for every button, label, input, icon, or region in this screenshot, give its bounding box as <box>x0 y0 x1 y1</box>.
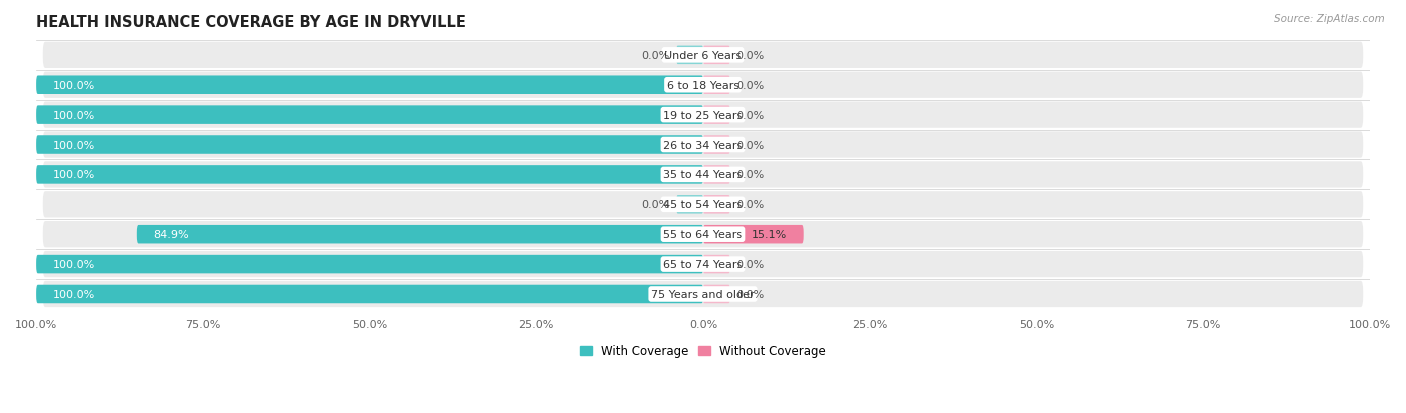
Text: 0.0%: 0.0% <box>737 289 765 299</box>
FancyBboxPatch shape <box>703 136 730 154</box>
Text: 0.0%: 0.0% <box>641 51 669 61</box>
Text: 19 to 25 Years: 19 to 25 Years <box>664 110 742 120</box>
FancyBboxPatch shape <box>42 132 1364 158</box>
Text: 100.0%: 100.0% <box>53 289 96 299</box>
FancyBboxPatch shape <box>37 76 703 95</box>
FancyBboxPatch shape <box>42 192 1364 218</box>
Text: 84.9%: 84.9% <box>153 230 190 240</box>
Text: 35 to 44 Years: 35 to 44 Years <box>664 170 742 180</box>
Text: HEALTH INSURANCE COVERAGE BY AGE IN DRYVILLE: HEALTH INSURANCE COVERAGE BY AGE IN DRYV… <box>37 15 465 30</box>
Text: 26 to 34 Years: 26 to 34 Years <box>664 140 742 150</box>
FancyBboxPatch shape <box>703 166 730 184</box>
FancyBboxPatch shape <box>37 136 703 154</box>
FancyBboxPatch shape <box>37 166 703 184</box>
FancyBboxPatch shape <box>703 76 730 95</box>
Text: 0.0%: 0.0% <box>737 170 765 180</box>
FancyBboxPatch shape <box>37 106 703 125</box>
Text: 100.0%: 100.0% <box>53 140 96 150</box>
Text: 0.0%: 0.0% <box>737 81 765 90</box>
FancyBboxPatch shape <box>42 102 1364 128</box>
Text: 100.0%: 100.0% <box>53 259 96 269</box>
Text: 100.0%: 100.0% <box>53 170 96 180</box>
FancyBboxPatch shape <box>42 281 1364 307</box>
FancyBboxPatch shape <box>703 106 730 125</box>
FancyBboxPatch shape <box>42 43 1364 69</box>
Text: 75 Years and older: 75 Years and older <box>651 289 755 299</box>
Text: 0.0%: 0.0% <box>737 140 765 150</box>
FancyBboxPatch shape <box>676 46 703 65</box>
Text: 65 to 74 Years: 65 to 74 Years <box>664 259 742 269</box>
Text: Under 6 Years: Under 6 Years <box>665 51 741 61</box>
FancyBboxPatch shape <box>136 225 703 244</box>
FancyBboxPatch shape <box>703 255 730 274</box>
Text: 0.0%: 0.0% <box>641 200 669 210</box>
Text: 6 to 18 Years: 6 to 18 Years <box>666 81 740 90</box>
FancyBboxPatch shape <box>37 255 703 274</box>
Text: Source: ZipAtlas.com: Source: ZipAtlas.com <box>1274 14 1385 24</box>
Text: 0.0%: 0.0% <box>737 200 765 210</box>
Text: 0.0%: 0.0% <box>737 51 765 61</box>
FancyBboxPatch shape <box>703 285 730 304</box>
Text: 15.1%: 15.1% <box>752 230 787 240</box>
FancyBboxPatch shape <box>676 196 703 214</box>
Text: 0.0%: 0.0% <box>737 259 765 269</box>
Legend: With Coverage, Without Coverage: With Coverage, Without Coverage <box>575 340 831 362</box>
Text: 45 to 54 Years: 45 to 54 Years <box>664 200 742 210</box>
FancyBboxPatch shape <box>42 221 1364 248</box>
Text: 0.0%: 0.0% <box>737 110 765 120</box>
FancyBboxPatch shape <box>703 196 730 214</box>
FancyBboxPatch shape <box>37 285 703 304</box>
Text: 100.0%: 100.0% <box>53 81 96 90</box>
FancyBboxPatch shape <box>42 72 1364 99</box>
FancyBboxPatch shape <box>42 252 1364 278</box>
Text: 100.0%: 100.0% <box>53 110 96 120</box>
FancyBboxPatch shape <box>42 162 1364 188</box>
Text: 55 to 64 Years: 55 to 64 Years <box>664 230 742 240</box>
FancyBboxPatch shape <box>703 225 804 244</box>
FancyBboxPatch shape <box>703 46 730 65</box>
